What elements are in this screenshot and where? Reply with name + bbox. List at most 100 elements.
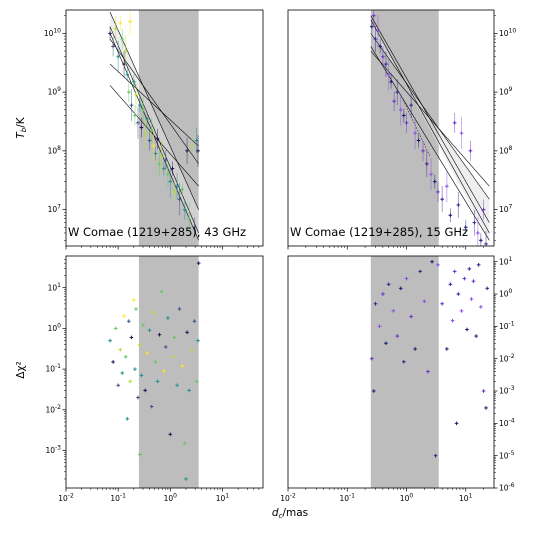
y-tick-label: 10-3 [499, 385, 515, 396]
data-point [166, 161, 170, 188]
data-point [426, 369, 430, 374]
plot-area [370, 256, 489, 488]
x-tick-label: 101 [459, 493, 473, 504]
data-point [429, 158, 433, 191]
data-point [459, 309, 464, 313]
data-point [149, 117, 154, 144]
data-point [136, 106, 140, 139]
data-point [132, 298, 136, 302]
data-point [432, 174, 437, 189]
x-tick-label: 101 [216, 493, 230, 504]
data-point [113, 326, 118, 331]
axes-frame [65, 255, 264, 489]
data-point [175, 173, 179, 200]
y-tick-label: 108 [499, 145, 513, 156]
data-point [118, 347, 123, 352]
panel-annotation: W Comae (1219+285), 15 GHz [290, 225, 468, 239]
y-tick-label: 100 [48, 322, 62, 333]
y-tick-label: 101 [48, 282, 62, 293]
data-point [398, 286, 403, 291]
data-point [133, 367, 137, 371]
data-point [456, 191, 461, 218]
data-point [373, 301, 378, 306]
data-point [196, 261, 201, 265]
data-point [476, 216, 480, 246]
data-point [128, 10, 132, 35]
data-point [125, 417, 130, 421]
y-tick-label: 1010 [499, 27, 516, 38]
data-point [395, 334, 400, 338]
data-point [155, 379, 160, 384]
data-point [157, 150, 162, 177]
fit-line-3 [109, 38, 199, 165]
data-point [440, 186, 444, 213]
data-point [467, 267, 472, 271]
data-point [194, 379, 199, 384]
axes-frame [65, 9, 264, 247]
fit-line-1 [109, 26, 199, 234]
fit-line-2 [370, 46, 490, 241]
data-point [123, 355, 128, 359]
data-point [139, 117, 144, 138]
data-point [479, 305, 483, 309]
shaded-region [138, 256, 199, 488]
data-point [132, 74, 136, 89]
data-point [184, 477, 188, 481]
data-point [450, 318, 455, 323]
data-point [126, 319, 131, 324]
data-point [170, 161, 175, 176]
x-axis-label: dc/mas [272, 507, 308, 520]
plot-area [108, 256, 201, 488]
x-tick-label: 100 [164, 493, 178, 504]
data-point [116, 40, 120, 73]
data-point [111, 36, 115, 57]
data-point [172, 335, 177, 340]
data-point [153, 146, 158, 161]
data-point [136, 395, 140, 400]
data-point [401, 360, 406, 364]
y-axis-label-top: Tb/K [15, 116, 28, 138]
data-point [161, 161, 166, 176]
data-point [157, 332, 162, 337]
y-tick-label: 10-1 [45, 363, 61, 374]
data-point [413, 347, 417, 351]
data-point [159, 140, 164, 173]
data-point [384, 341, 388, 346]
data-point [192, 217, 197, 238]
panel-top-left: 107 108 109 1010 W Comae (1219+285), 43 GHz [44, 9, 264, 250]
data-point [183, 441, 187, 446]
data-point [190, 139, 194, 154]
data-point [373, 26, 378, 53]
y-tick-label: 10-1 [499, 320, 515, 331]
data-point [462, 276, 467, 281]
fit-line-5 [109, 85, 199, 187]
data-point [120, 29, 125, 50]
data-point [143, 388, 147, 393]
data-point [465, 327, 469, 332]
data-point [476, 263, 481, 267]
data-point [463, 220, 468, 235]
data-point [430, 259, 434, 264]
data-point [108, 338, 112, 343]
data-point [141, 96, 145, 123]
data-point [137, 98, 142, 113]
data-point [168, 432, 173, 437]
data-point [137, 452, 142, 457]
data-point [401, 108, 406, 123]
data-point [484, 230, 488, 246]
data-point [192, 319, 197, 324]
data-point [395, 79, 400, 106]
y-axis-label-bottom: Δχ² [15, 361, 27, 378]
data-point [371, 10, 376, 26]
data-point [448, 208, 453, 223]
data-point [416, 133, 421, 148]
fit-line-0 [370, 33, 490, 200]
data-point [404, 112, 409, 133]
data-point [187, 202, 191, 235]
x-tick-label: 10-1 [110, 493, 126, 504]
data-point [177, 183, 182, 216]
data-point [196, 338, 200, 343]
data-point [155, 128, 160, 149]
